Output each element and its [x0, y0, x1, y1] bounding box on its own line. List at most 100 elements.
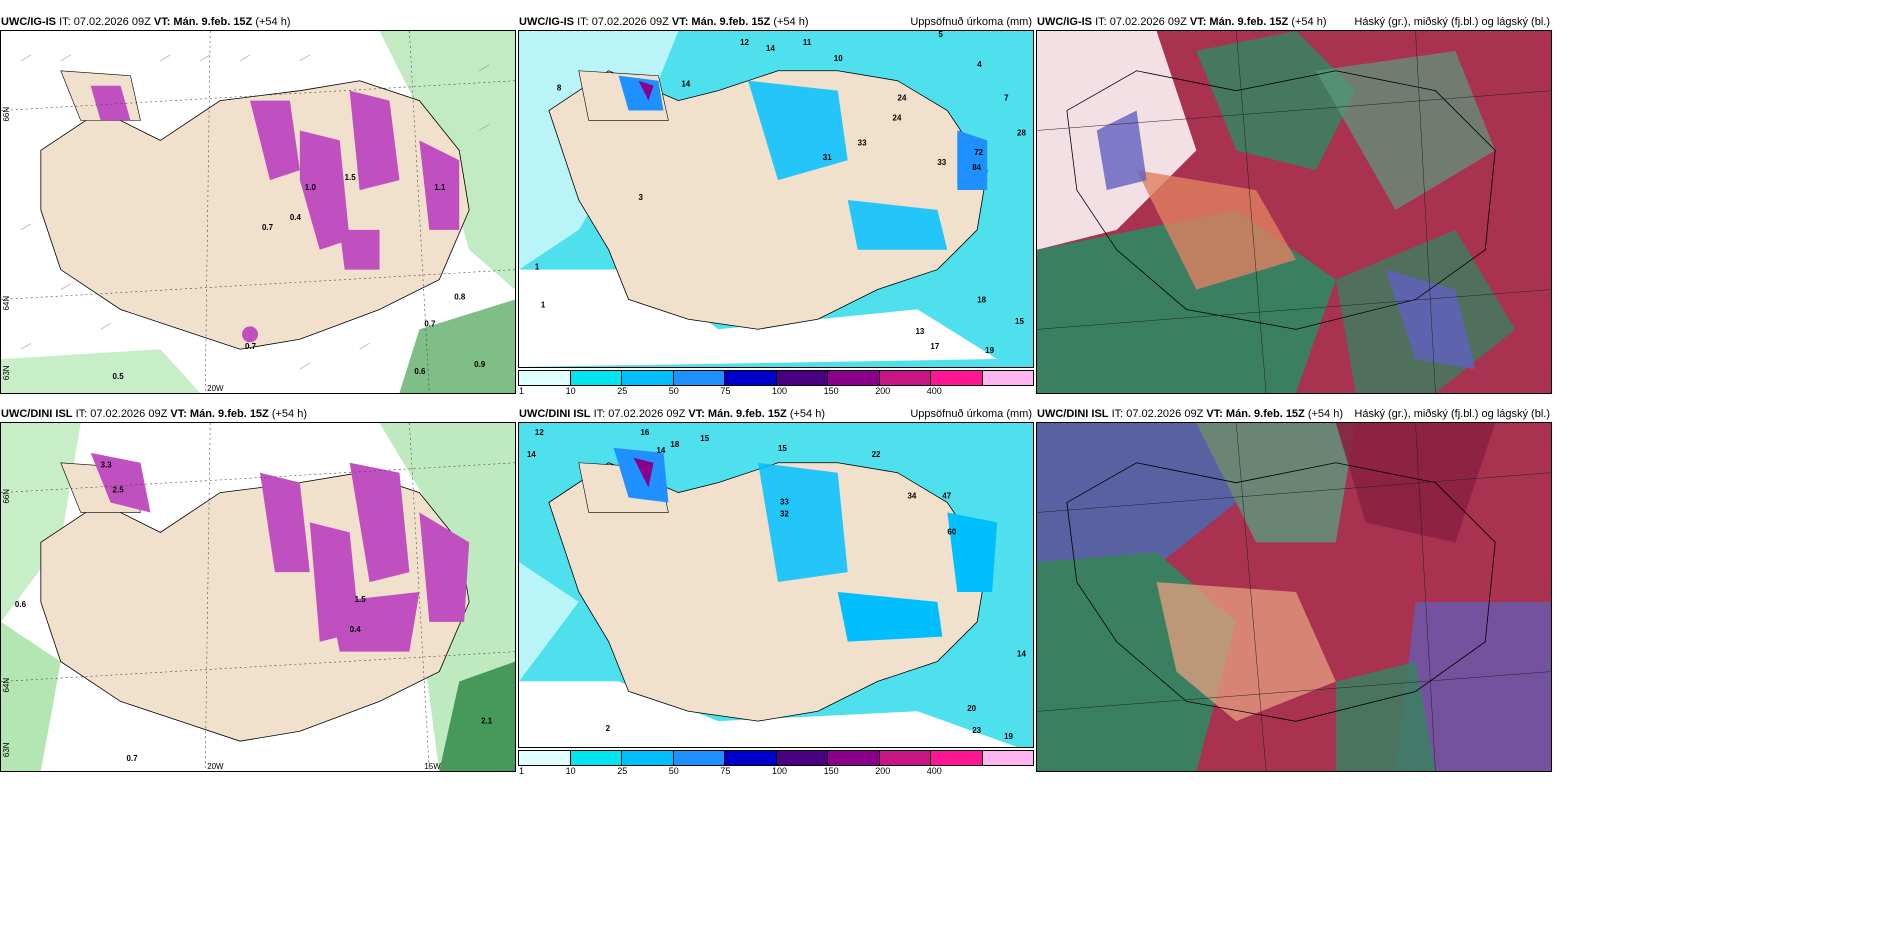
precip-label: 0.5 [113, 372, 125, 381]
accum-label: 14 [1017, 650, 1026, 659]
accum-label: 15 [700, 434, 709, 443]
precip-label: 0.8 [454, 293, 466, 302]
precip-label: 0.9 [474, 360, 486, 369]
accum-label: 33 [858, 138, 867, 147]
colorbar-swatch [931, 371, 983, 385]
precip-label: 0.7 [424, 319, 436, 328]
precip-label: 0.4 [350, 625, 362, 634]
lat-label-66: 66N [2, 489, 11, 504]
colorbar-tick: 400 [926, 386, 942, 396]
precip-label: 0.7 [245, 342, 257, 351]
accum-label: 15 [1015, 317, 1024, 326]
panel-header: UWC/IG-IS IT: 07.02.2026 09Z VT: Mán. 9.… [1, 16, 291, 28]
accum-label: 24 [893, 113, 902, 122]
colorbar-tick: 10 [565, 386, 576, 396]
wind-precip-map: 66N 64N 63N 20W 0.5 0.6 0.7 0.8 0.9 0.7 … [1, 31, 515, 393]
accum-label: 16 [641, 428, 650, 437]
panel-dini-wind-precip: UWC/DINI ISL IT: 07.02.2026 09Z VT: Mán.… [0, 406, 516, 772]
panel-header: UWC/DINI ISL IT: 07.02.2026 09Z VT: Mán.… [1037, 408, 1344, 420]
accum-label: 14 [766, 44, 775, 53]
accum-label: 72 [974, 148, 983, 157]
accum-label: 12 [535, 428, 544, 437]
precip-label: 1.0 [305, 183, 317, 192]
precip-label: 0.6 [414, 367, 426, 376]
cloud-cover-map [1037, 423, 1551, 771]
accum-label: 33 [937, 158, 946, 167]
colorbar-tick: 200 [875, 766, 891, 776]
panel-header: UWC/IG-IS IT: 07.02.2026 09Z VT: Mán. 9.… [519, 16, 809, 28]
panel-title-right: Uppsöfnuð úrkoma (mm) [910, 16, 1032, 28]
accum-label: 33 [780, 498, 789, 507]
accum-label: 60 [947, 527, 956, 536]
accum-label: 7 [1004, 94, 1009, 103]
accum-label: 5 [938, 31, 943, 39]
panel-dini-clouds: UWC/DINI ISL IT: 07.02.2026 09Z VT: Mán.… [1036, 406, 1552, 772]
lon-label-15w: 15W [424, 762, 441, 771]
colorbar-swatch [828, 371, 880, 385]
colorbar-tick: 400 [926, 766, 942, 776]
precip-label: 1.1 [434, 183, 446, 192]
colorbar-swatch [879, 751, 931, 765]
accum-precip-map: 12 14 16 18 14 15 15 22 33 32 34 47 60 1… [519, 423, 1033, 747]
accum-label: 19 [1004, 732, 1013, 741]
accum-label: 24 [898, 94, 907, 103]
accum-label: 10 [834, 54, 843, 63]
precip-label: 0.6 [15, 600, 27, 609]
colorbar-tick: 100 [772, 766, 788, 776]
lat-label-66: 66N [2, 107, 11, 122]
lon-label-20w: 20W [207, 384, 224, 393]
accum-label: 32 [780, 509, 789, 518]
accum-label: 2 [606, 724, 611, 733]
accum-label: 84 [972, 163, 981, 172]
colorbar-ticks: 1 10 25 50 75 100 150 200 400 [518, 386, 1034, 398]
accum-label: 12 [740, 38, 749, 47]
accum-label: 11 [803, 38, 812, 47]
colorbar-swatch [776, 371, 828, 385]
colorbar-tick: 75 [720, 386, 731, 396]
colorbar-swatch [622, 371, 674, 385]
colorbar-tick: 25 [617, 766, 628, 776]
precip-label: 0.7 [262, 223, 274, 232]
precip-colorbar [518, 370, 1034, 386]
lat-label-64: 64N [2, 296, 11, 311]
panel-ig-wind-precip: UWC/IG-IS IT: 07.02.2026 09Z VT: Mán. 9.… [0, 14, 516, 394]
accum-label: 15 [778, 444, 787, 453]
colorbar-swatch [570, 751, 622, 765]
precip-colorbar [518, 750, 1034, 766]
colorbar-swatch [931, 751, 983, 765]
panel-ig-accum-precip: UWC/IG-IS IT: 07.02.2026 09Z VT: Mán. 9.… [518, 14, 1034, 396]
panel-header: UWC/DINI ISL IT: 07.02.2026 09Z VT: Mán.… [519, 408, 826, 420]
colorbar-ticks: 1 10 25 50 75 100 150 200 400 [518, 766, 1034, 778]
precip-label: 1.5 [345, 173, 357, 182]
accum-precip-map: 8 12 14 11 10 14 33 31 24 24 33 72 84 5 … [519, 31, 1033, 367]
accum-label: 3 [639, 193, 644, 202]
colorbar-swatch [519, 751, 571, 765]
colorbar-swatch [519, 371, 571, 385]
colorbar-tick: 50 [668, 386, 679, 396]
accum-label: 17 [930, 342, 939, 351]
panel-header: UWC/IG-IS IT: 07.02.2026 09Z VT: Mán. 9.… [1037, 16, 1327, 28]
accum-label: 31 [823, 153, 832, 162]
precip-label: 3.3 [101, 461, 113, 470]
lat-label-64: 64N [2, 678, 11, 693]
panel-title-right: Uppsöfnuð úrkoma (mm) [910, 408, 1032, 420]
lat-label-63: 63N [2, 365, 11, 380]
accum-label: 14 [527, 450, 536, 459]
accum-label: 18 [977, 295, 986, 304]
accum-label: 1 [535, 263, 540, 272]
colorbar-swatch [725, 751, 777, 765]
accum-label: 14 [656, 446, 665, 455]
colorbar-tick: 150 [823, 386, 839, 396]
colorbar-swatch [570, 371, 622, 385]
lon-label-20w: 20W [207, 762, 224, 771]
accum-label: 20 [967, 704, 976, 713]
colorbar-swatch [673, 371, 725, 385]
colorbar-tick: 150 [823, 766, 839, 776]
panel-title-right: Háský (gr.), miðský (fj.bl.) og lágský (… [1354, 16, 1550, 28]
panel-header: UWC/DINI ISL IT: 07.02.2026 09Z VT: Mán.… [1, 408, 308, 420]
lat-label-63: 63N [2, 742, 11, 757]
panel-ig-clouds: UWC/IG-IS IT: 07.02.2026 09Z VT: Mán. 9.… [1036, 14, 1552, 394]
colorbar-swatch [982, 371, 1033, 385]
colorbar-swatch [828, 751, 880, 765]
colorbar-swatch [622, 751, 674, 765]
